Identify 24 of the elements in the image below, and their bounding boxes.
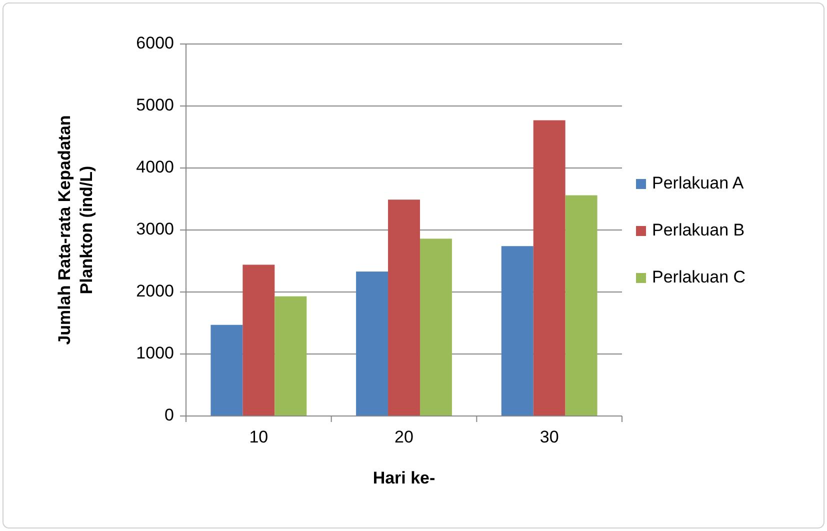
y-tick-label: 6000 (136, 33, 174, 52)
y-tick-label: 4000 (136, 157, 174, 176)
y-tick-label: 5000 (136, 95, 174, 114)
bar (501, 246, 534, 416)
legend-label: Perlakuan A (652, 173, 744, 192)
y-tick-label: 1000 (136, 343, 174, 362)
y-tick-label: 3000 (136, 219, 174, 238)
bar (388, 200, 420, 416)
bar (356, 272, 388, 416)
bar (210, 324, 243, 416)
x-tick-label: 20 (394, 427, 414, 446)
legend-label: Perlakuan B (652, 220, 745, 240)
x-tick-label: 10 (249, 427, 268, 446)
x-axis-title: Hari ke- (372, 468, 436, 488)
bar (565, 195, 598, 416)
x-tick-label: 30 (540, 427, 559, 446)
bar (242, 264, 275, 416)
bar (420, 238, 452, 416)
y-tick-label: 2000 (136, 281, 174, 300)
bar (533, 120, 566, 416)
y-axis-title: Jumlah Rata-rata Kepadatan Plankton (ind/L) (55, 115, 96, 345)
bar (274, 296, 307, 416)
y-tick-label: 0 (164, 405, 174, 424)
legend-label: Perlakuan C (652, 267, 746, 286)
